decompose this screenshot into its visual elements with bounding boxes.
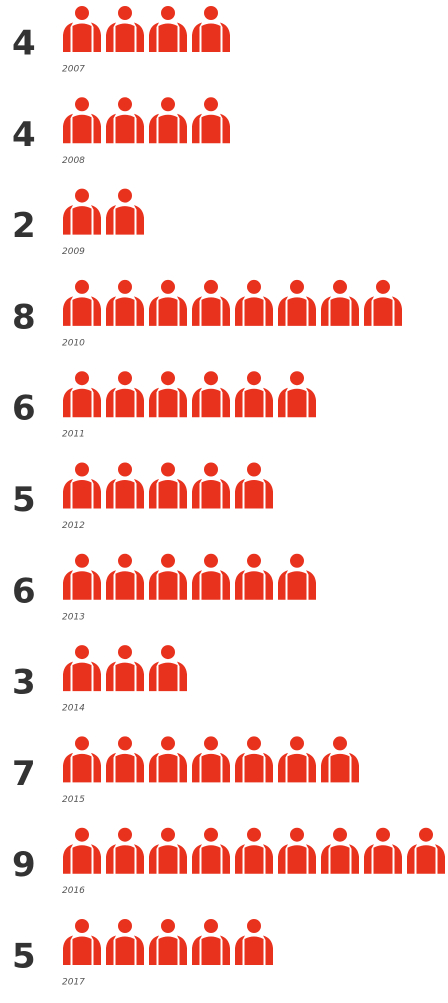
person-icon: [235, 553, 273, 600]
person-icon: [192, 97, 230, 144]
person-icon: [192, 827, 230, 874]
value-label: 7: [12, 754, 36, 794]
person-icon: [106, 6, 144, 52]
person-icon: [235, 279, 273, 326]
person-icon: [149, 6, 187, 52]
year-label: 2007: [62, 65, 85, 75]
person-icon: [149, 279, 187, 326]
value-label: 5: [12, 480, 36, 520]
person-icon: [278, 279, 316, 326]
year-label: 2017: [62, 978, 85, 988]
person-icon: [235, 371, 273, 418]
year-label: 2013: [62, 612, 85, 622]
person-icon: [192, 279, 230, 326]
person-icon: [235, 736, 273, 783]
value-label: 6: [12, 571, 36, 611]
year-label: 2008: [62, 156, 85, 166]
person-icon: [235, 919, 273, 965]
value-label: 5: [12, 937, 36, 977]
person-icon: [149, 827, 187, 874]
person-icon: [63, 919, 101, 965]
value-label: 2: [12, 206, 36, 246]
person-icon: [149, 371, 187, 418]
value-label: 4: [12, 115, 36, 155]
person-icon: [192, 462, 230, 509]
person-icon: [106, 919, 144, 965]
person-icon: [106, 736, 144, 783]
person-icon: [106, 645, 144, 692]
person-icon: [321, 279, 359, 326]
person-icon: [407, 827, 445, 874]
year-label: 2011: [62, 430, 85, 440]
person-icon: [192, 6, 230, 52]
value-label: 4: [12, 24, 36, 64]
person-icon: [278, 553, 316, 600]
person-icon: [149, 462, 187, 509]
year-label: 2016: [62, 886, 85, 896]
person-icon: [63, 371, 101, 418]
person-icon: [63, 827, 101, 874]
person-icon: [63, 645, 101, 692]
person-icon: [63, 97, 101, 144]
person-icon: [278, 736, 316, 783]
person-icon: [235, 827, 273, 874]
person-icon: [106, 97, 144, 144]
person-icon: [149, 97, 187, 144]
value-label: 6: [12, 389, 36, 429]
person-icon: [63, 553, 101, 600]
person-icon: [63, 462, 101, 509]
value-label: 3: [12, 663, 36, 703]
person-icon: [235, 462, 273, 509]
person-icon: [364, 279, 402, 326]
person-icon: [192, 736, 230, 783]
person-icon: [63, 736, 101, 783]
person-icon: [149, 553, 187, 600]
person-icon: [63, 6, 101, 52]
year-label: 2014: [62, 704, 85, 714]
year-label: 2009: [62, 247, 85, 257]
year-label: 2012: [62, 521, 85, 531]
person-icon: [149, 919, 187, 965]
person-icon: [192, 371, 230, 418]
person-icon: [63, 279, 101, 326]
person-icon: [106, 279, 144, 326]
person-icon: [192, 553, 230, 600]
value-label: 9: [12, 845, 36, 885]
person-icon: [278, 371, 316, 418]
person-icon: [321, 736, 359, 783]
year-label: 2015: [62, 795, 85, 805]
person-icon: [106, 371, 144, 418]
year-label: 2010: [62, 338, 85, 348]
person-icon: [106, 827, 144, 874]
person-icon: [192, 919, 230, 965]
person-icon: [364, 827, 402, 874]
person-icon: [149, 645, 187, 692]
value-label: 8: [12, 297, 36, 337]
person-icon: [63, 188, 101, 235]
person-icon: [149, 736, 187, 783]
person-icon: [106, 188, 144, 235]
person-icon: [321, 827, 359, 874]
person-icon: [278, 827, 316, 874]
person-icon: [106, 553, 144, 600]
person-icon: [106, 462, 144, 509]
